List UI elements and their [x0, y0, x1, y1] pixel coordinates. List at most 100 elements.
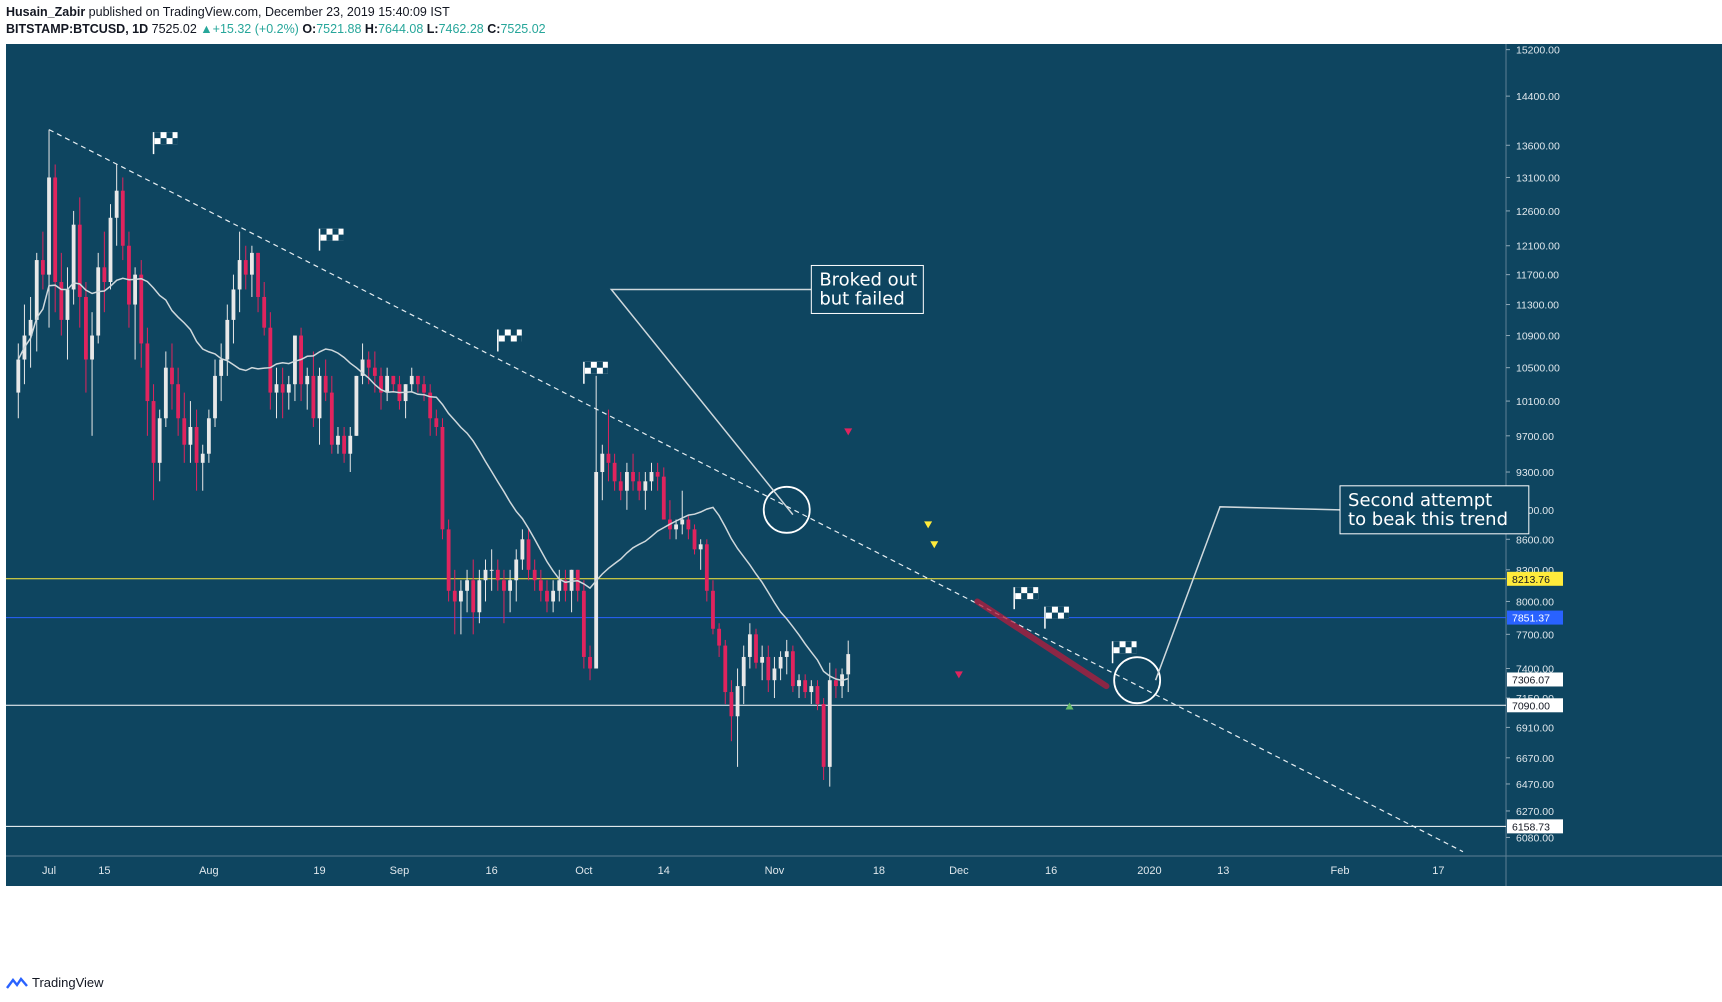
candle-body	[311, 375, 316, 419]
candle-body	[157, 418, 162, 463]
flag-checker	[320, 228, 344, 241]
candlestick-chart[interactable]: 6080.006270.006470.006670.006910.007150.…	[6, 44, 1722, 969]
candle-body	[40, 260, 45, 275]
candle-body	[293, 335, 297, 385]
candle-body	[594, 472, 599, 669]
x-tick-label: 15	[98, 865, 110, 877]
callout-text: Broked out	[819, 269, 917, 290]
close-label: C:	[487, 22, 501, 36]
candle-body	[139, 274, 144, 344]
candle-body	[741, 656, 746, 687]
candle-body	[366, 359, 371, 368]
level-label-box	[1507, 819, 1563, 834]
footer-brand[interactable]: TradingView	[32, 975, 104, 990]
candle-body	[213, 375, 217, 419]
y-tick-label: 6470.00	[1516, 779, 1554, 791]
candle-body	[514, 559, 519, 581]
candle-body	[471, 580, 476, 613]
price-marker-box	[1507, 672, 1563, 687]
candle-body	[409, 375, 414, 385]
y-tick-label: 12100.00	[1516, 241, 1560, 253]
candle-body	[34, 260, 39, 320]
candle-body	[489, 569, 494, 571]
flag-icon	[318, 228, 344, 251]
candle-body	[797, 680, 801, 687]
y-tick-label: 13600.00	[1516, 140, 1560, 152]
candle-body	[323, 375, 328, 393]
candle-body	[784, 651, 789, 657]
callout-line	[609, 288, 812, 516]
candle-body	[624, 472, 629, 491]
flag-icon	[583, 361, 608, 384]
candle-body	[483, 569, 488, 581]
x-tick-label: Aug	[199, 865, 219, 877]
symbol-label[interactable]: BITSTAMP:BTCUSD, 1D	[6, 22, 149, 36]
candle-body	[735, 686, 740, 717]
candle-body	[778, 656, 783, 669]
signal-triangle	[930, 541, 939, 549]
x-tick-label: Oct	[575, 865, 592, 877]
candle-body	[200, 453, 205, 463]
author-name[interactable]: Husain_Zabir	[6, 5, 86, 19]
level-label: 7090.00	[1512, 700, 1550, 712]
open-value: 7521.88	[316, 22, 362, 36]
y-tick-label: 8000.00	[1516, 596, 1554, 608]
footer: TradingView	[6, 975, 104, 990]
candle-body	[477, 580, 482, 613]
candle-body	[114, 190, 119, 218]
candle-body	[526, 539, 531, 570]
y-tick-label: 6080.00	[1516, 832, 1554, 844]
candle-body	[600, 453, 605, 473]
candle-body	[249, 252, 254, 275]
chart-area[interactable]: 6080.006270.006470.006670.006910.007150.…	[6, 44, 1722, 969]
candle-body	[588, 656, 592, 669]
candle-body	[59, 282, 64, 320]
candle-body	[459, 590, 463, 602]
candle-body	[65, 289, 70, 320]
highlight-circle	[1113, 656, 1162, 705]
candle-body	[674, 524, 678, 530]
x-tick-label: 17	[1432, 865, 1444, 877]
highlight-circle	[762, 485, 811, 534]
high-value: 7644.08	[378, 22, 424, 36]
y-tick-label: 15200.00	[1516, 45, 1560, 57]
flag-icon	[1013, 587, 1039, 610]
candle-body	[243, 260, 248, 275]
candle-body	[379, 375, 383, 393]
level-label-box	[1507, 698, 1563, 713]
candle-body	[329, 392, 334, 445]
x-tick-label: Feb	[1331, 865, 1350, 877]
candle-body	[637, 481, 642, 491]
candle-body	[612, 462, 617, 482]
candle-body	[747, 634, 752, 657]
candle-body	[360, 359, 365, 376]
candle-body	[569, 569, 574, 591]
y-tick-label: 10500.00	[1516, 363, 1560, 375]
x-tick-label: 13	[1217, 865, 1229, 877]
flag-icon	[1111, 641, 1137, 664]
x-tick-label: 16	[1045, 865, 1057, 877]
candle-body	[729, 692, 734, 717]
candle-body	[655, 472, 660, 477]
candle-body	[305, 375, 310, 385]
x-tick-label: 19	[313, 865, 325, 877]
candle-body	[834, 680, 838, 687]
flag-checker	[154, 132, 178, 145]
candle-body	[182, 418, 187, 445]
candle-body	[286, 384, 291, 393]
candle-body	[809, 686, 814, 693]
flag-icon	[497, 329, 522, 352]
candle-body	[760, 656, 765, 663]
candle-body	[440, 426, 445, 530]
candle-body	[102, 267, 107, 283]
y-tick-label: 10100.00	[1516, 396, 1560, 408]
candle-body	[194, 426, 199, 463]
candle-body	[754, 634, 758, 663]
tradingview-logo-icon	[6, 976, 28, 989]
callout-line	[1154, 506, 1341, 681]
y-tick-label: 12600.00	[1516, 206, 1560, 218]
x-tick-label: 2020	[1137, 865, 1161, 877]
signal-triangle	[924, 521, 933, 529]
candle-body	[348, 435, 353, 454]
candle-body	[557, 580, 562, 591]
